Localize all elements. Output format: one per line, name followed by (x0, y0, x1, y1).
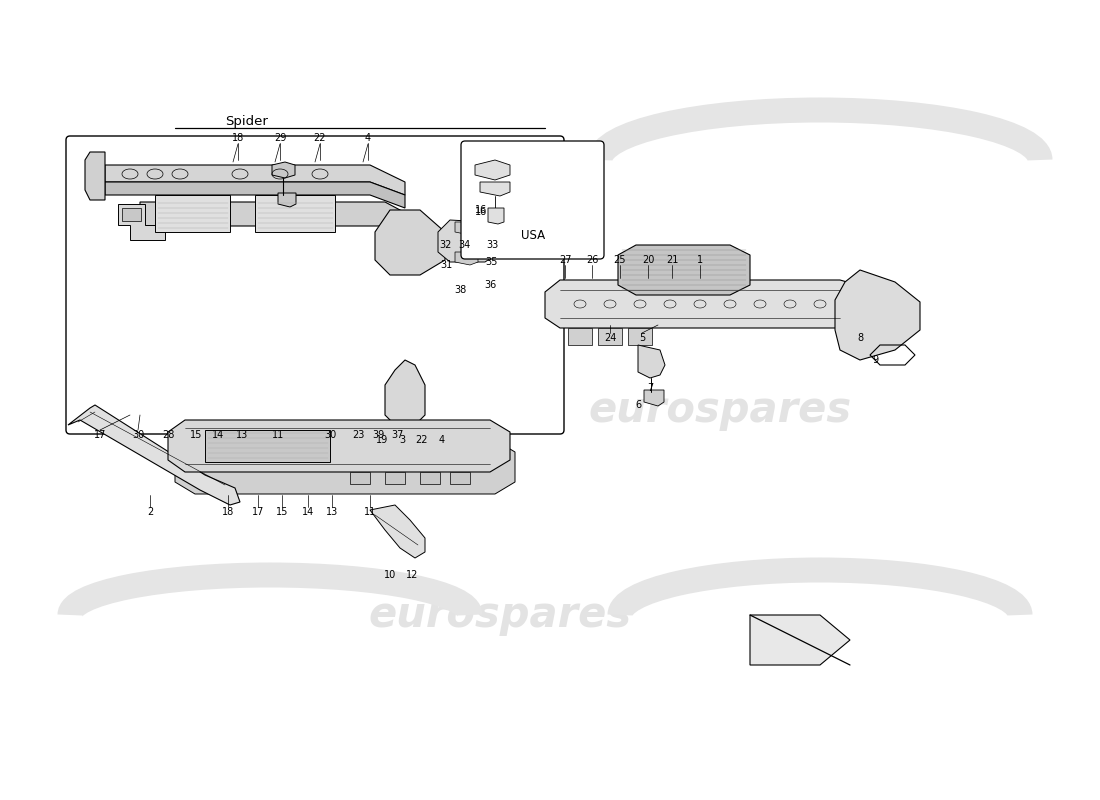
Text: 32: 32 (440, 240, 452, 250)
Text: 13: 13 (326, 507, 338, 517)
Text: 22: 22 (314, 133, 327, 143)
Text: 1: 1 (697, 255, 703, 265)
Text: 20: 20 (641, 255, 654, 265)
Polygon shape (487, 235, 498, 255)
Text: 24: 24 (604, 333, 616, 343)
Polygon shape (835, 270, 920, 360)
Text: 29: 29 (274, 133, 286, 143)
Text: 27: 27 (559, 255, 571, 265)
Text: 19: 19 (376, 435, 388, 445)
Text: 9: 9 (872, 355, 878, 365)
Text: 25: 25 (614, 255, 626, 265)
Text: 2: 2 (147, 507, 153, 517)
Text: 21: 21 (666, 255, 679, 265)
Text: 8: 8 (857, 333, 864, 343)
Text: 6: 6 (635, 400, 641, 410)
Polygon shape (122, 208, 141, 221)
Text: 5: 5 (639, 333, 645, 343)
Text: eurospares: eurospares (148, 389, 411, 431)
Polygon shape (278, 193, 296, 207)
Polygon shape (438, 220, 500, 262)
Text: 30: 30 (132, 430, 144, 440)
Polygon shape (385, 472, 405, 484)
Polygon shape (475, 160, 510, 180)
Polygon shape (750, 615, 850, 665)
Text: 17: 17 (252, 507, 264, 517)
Text: 15: 15 (276, 507, 288, 517)
Polygon shape (375, 210, 446, 275)
Text: 23: 23 (352, 430, 364, 440)
Text: 14: 14 (301, 507, 315, 517)
Polygon shape (598, 328, 622, 345)
Text: 37: 37 (392, 430, 404, 440)
Text: 28: 28 (162, 430, 174, 440)
Text: 30: 30 (323, 430, 337, 440)
Text: 14: 14 (212, 430, 224, 440)
Text: 31: 31 (440, 260, 452, 270)
Text: 11: 11 (272, 430, 284, 440)
Polygon shape (450, 472, 470, 484)
Polygon shape (350, 472, 370, 484)
Text: 3: 3 (399, 435, 405, 445)
Polygon shape (544, 280, 900, 328)
Polygon shape (205, 430, 330, 462)
Polygon shape (255, 195, 336, 232)
Text: eurospares: eurospares (588, 389, 851, 431)
Polygon shape (455, 222, 478, 235)
Polygon shape (638, 345, 666, 378)
Text: 7: 7 (647, 383, 653, 393)
Text: 11: 11 (364, 507, 376, 517)
Text: 35: 35 (486, 257, 498, 267)
Text: 4: 4 (439, 435, 446, 445)
Text: eurospares: eurospares (368, 594, 631, 636)
Polygon shape (118, 204, 165, 240)
Polygon shape (155, 195, 230, 232)
Text: 34: 34 (458, 240, 470, 250)
Polygon shape (85, 152, 104, 200)
Text: 33: 33 (486, 240, 498, 250)
Polygon shape (370, 505, 425, 558)
Polygon shape (68, 405, 240, 505)
Text: 18: 18 (222, 507, 234, 517)
Text: 12: 12 (406, 570, 418, 580)
Polygon shape (644, 390, 664, 406)
Text: 10: 10 (384, 570, 396, 580)
Polygon shape (488, 208, 504, 224)
Text: Spider: Spider (226, 115, 268, 128)
Polygon shape (104, 182, 405, 208)
Polygon shape (140, 202, 415, 240)
Text: 22: 22 (416, 435, 428, 445)
Polygon shape (628, 328, 652, 345)
Text: 18: 18 (232, 133, 244, 143)
Polygon shape (420, 472, 440, 484)
Polygon shape (168, 420, 510, 472)
Polygon shape (272, 162, 295, 178)
Text: 13: 13 (235, 430, 249, 440)
Polygon shape (392, 422, 420, 438)
Polygon shape (455, 252, 478, 265)
Text: 36: 36 (484, 280, 496, 290)
Polygon shape (104, 165, 405, 195)
FancyBboxPatch shape (66, 136, 564, 434)
Polygon shape (618, 245, 750, 295)
Text: 16: 16 (475, 205, 487, 215)
Polygon shape (385, 360, 425, 425)
Text: 15: 15 (190, 430, 202, 440)
Text: 17: 17 (94, 430, 107, 440)
Text: 16: 16 (475, 207, 487, 217)
Text: 26: 26 (586, 255, 598, 265)
Polygon shape (568, 328, 592, 345)
Polygon shape (175, 440, 515, 494)
Text: USA: USA (521, 229, 546, 242)
Polygon shape (480, 182, 510, 196)
Text: 39: 39 (372, 430, 384, 440)
Text: 4: 4 (365, 133, 371, 143)
FancyBboxPatch shape (461, 141, 604, 259)
Text: 38: 38 (454, 285, 466, 295)
